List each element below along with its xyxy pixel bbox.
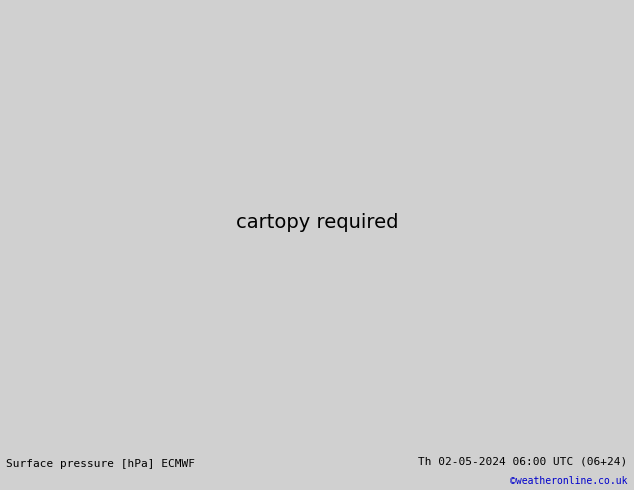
Text: Surface pressure [hPa] ECMWF: Surface pressure [hPa] ECMWF [6,459,195,468]
Text: cartopy required: cartopy required [236,214,398,232]
Text: ©weatheronline.co.uk: ©weatheronline.co.uk [510,476,628,486]
Text: Th 02-05-2024 06:00 UTC (06+24): Th 02-05-2024 06:00 UTC (06+24) [418,456,628,466]
